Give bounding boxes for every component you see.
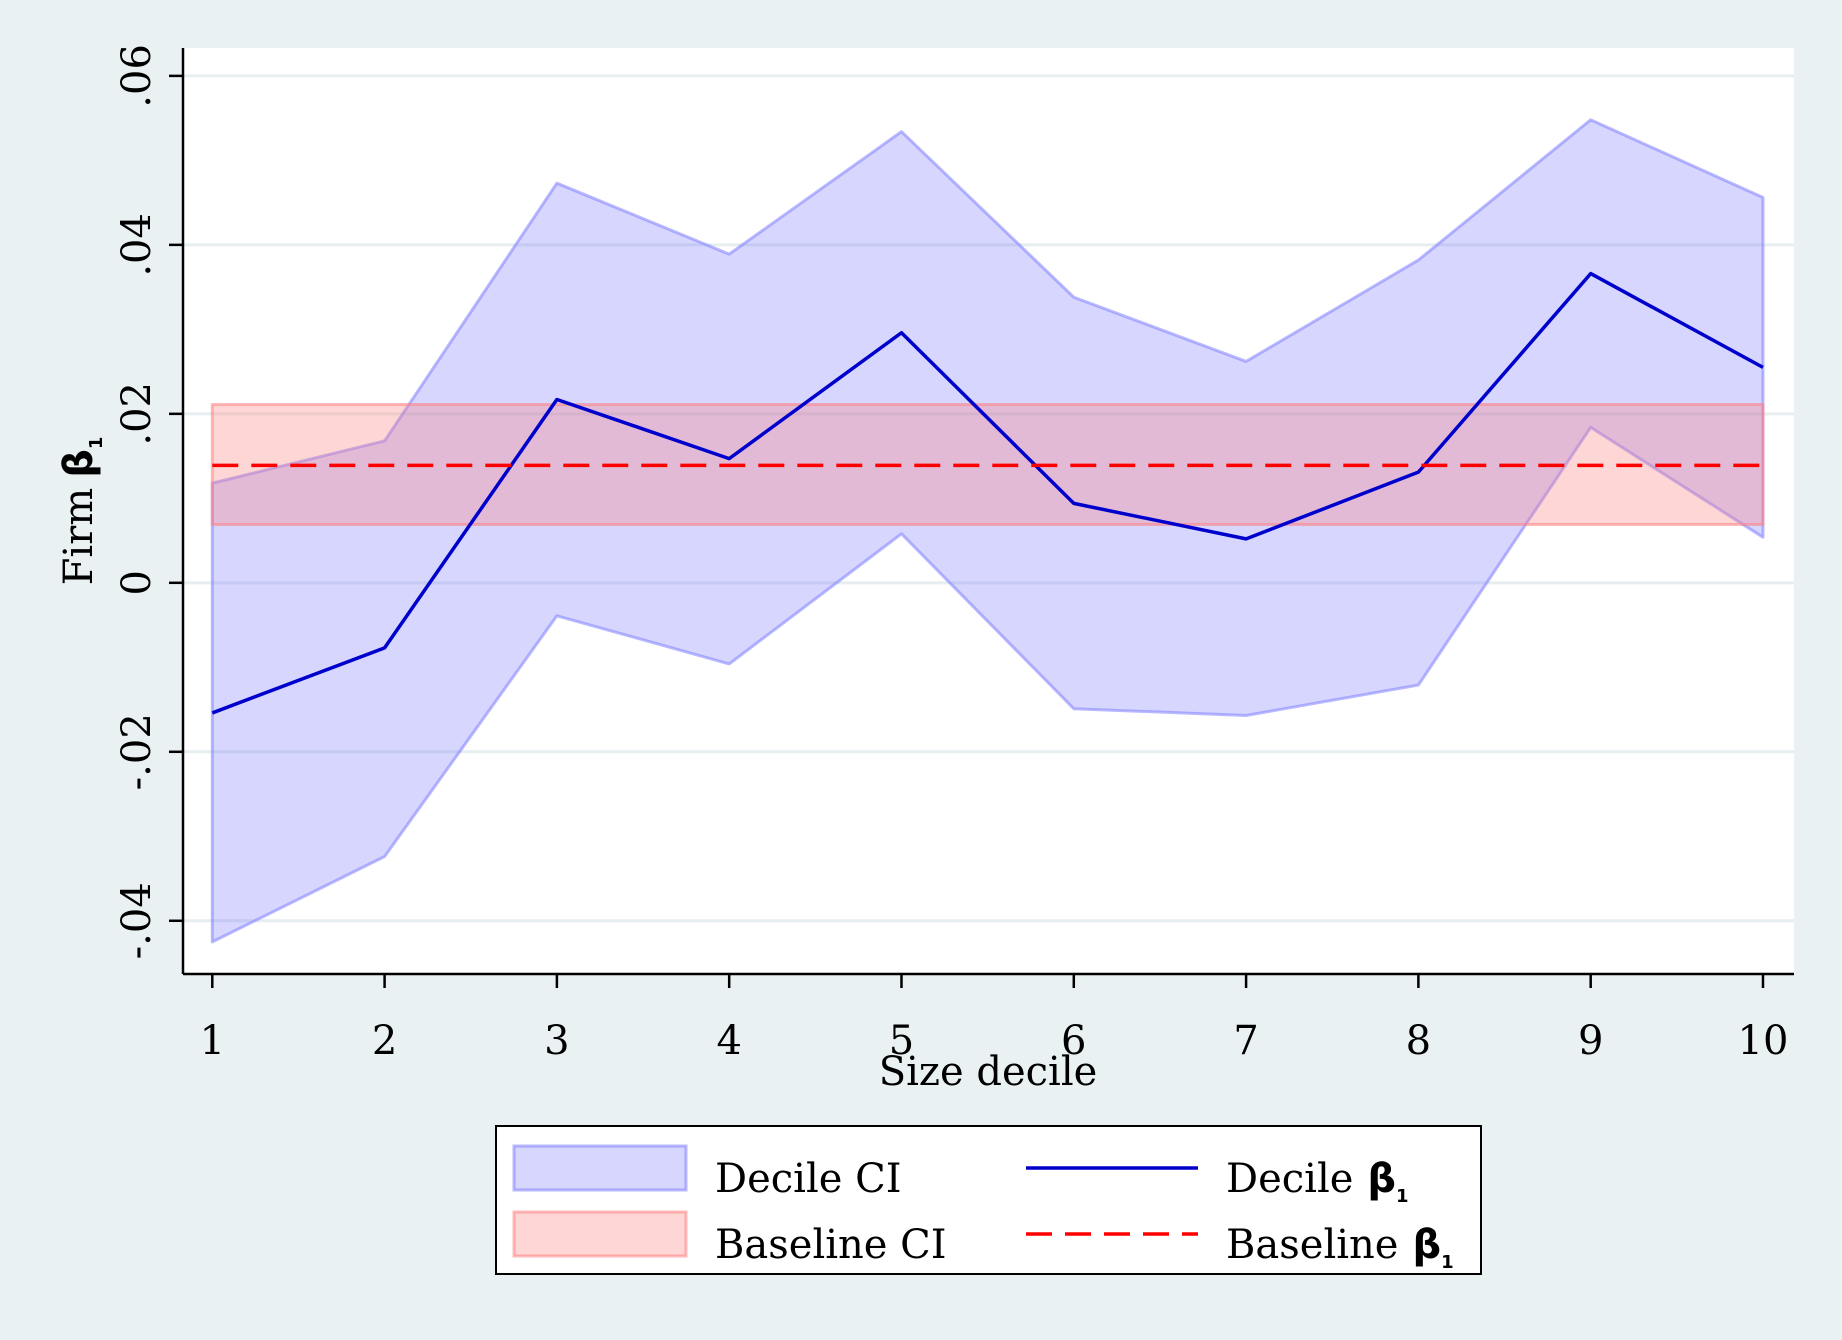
x-tick-label-5: 6 <box>1061 1018 1086 1064</box>
y-axis-title-text: Firm <box>56 488 102 586</box>
decile-ci-band <box>210 118 1765 944</box>
ci-bands <box>210 118 1765 944</box>
x-tick-label-7: 8 <box>1406 1018 1431 1064</box>
plot-background <box>183 48 1794 974</box>
y-tick-label-3: .02 <box>114 382 160 446</box>
legend-label-baseline-ci: Baseline CI <box>715 1222 947 1268</box>
x-tick-label-2: 3 <box>544 1018 569 1064</box>
x-tick-label-9: 10 <box>1738 1018 1789 1064</box>
y-tick-label-2: 0 <box>114 570 160 595</box>
legend-box <box>495 1125 1482 1275</box>
y-axis-title-symbol: β <box>56 449 102 478</box>
svg-text:Firmβ1: Firm β1 <box>56 437 107 586</box>
legend: Decile CI Decile β1 Baseline CI Baseline β1 <box>495 1125 1482 1275</box>
baseline-ci-band <box>210 403 1765 527</box>
x-tick-label-6: 7 <box>1233 1018 1258 1064</box>
y-axis-title: Firm β1 <box>56 437 107 586</box>
series-lines <box>211 271 1764 715</box>
y-tick-label-1: -.02 <box>114 713 160 790</box>
x-tick-labels: 1 2 3 4 5 6 7 8 9 10 <box>200 1018 1789 1064</box>
x-tick-label-8: 9 <box>1578 1018 1603 1064</box>
legend-label-baseline: Baseline β1 <box>1226 1222 1454 1273</box>
legend-label-decile-ci: Decile CI <box>715 1156 902 1202</box>
y-tick-label-4: .04 <box>114 213 160 277</box>
gridlines <box>183 74 1794 923</box>
x-tick-label-3: 4 <box>716 1018 741 1064</box>
y-axis-title-subscript: 1 <box>86 437 107 450</box>
axes <box>169 48 1794 988</box>
legend-key-decile-ci <box>512 1144 688 1192</box>
decile-line <box>211 271 1764 715</box>
x-tick-label-1: 2 <box>372 1018 397 1064</box>
y-tick-label-5: .06 <box>114 44 160 108</box>
y-tick-label-0: -.04 <box>114 882 160 959</box>
legend-label-decile: Decile β1 <box>1226 1156 1409 1207</box>
x-axis-title: Size decile <box>879 1049 1098 1095</box>
x-tick-label-0: 1 <box>200 1018 225 1064</box>
legend-key-baseline-ci <box>512 1210 688 1258</box>
x-tick-label-4: 5 <box>889 1018 914 1064</box>
y-tick-labels: -.04 -.02 0 .02 .04 .06 <box>114 44 160 959</box>
